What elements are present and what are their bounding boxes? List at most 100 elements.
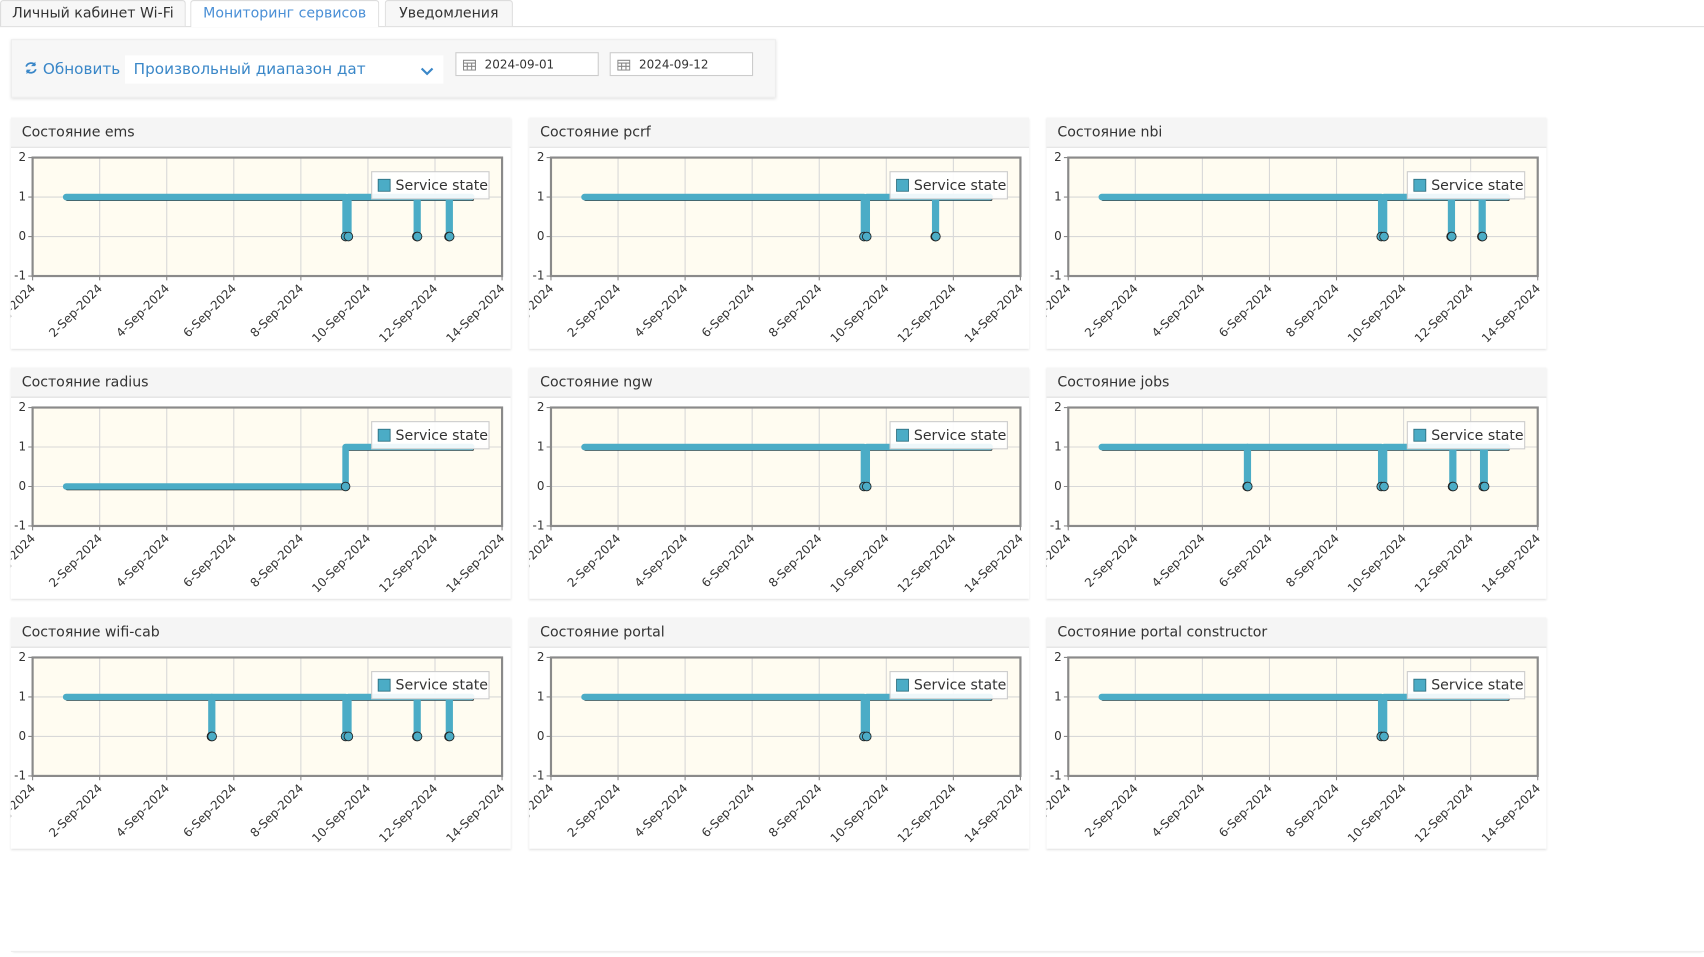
x-tick-label: 31-Aug-2024	[1047, 281, 1074, 346]
x-tick-label: 4-Sep-2024	[1149, 781, 1208, 840]
y-tick-label: 1	[1054, 190, 1062, 204]
point-marker	[412, 731, 423, 742]
chart-title: Состояние wifi-cab	[22, 624, 160, 640]
x-tick-label: 8-Sep-2024	[766, 531, 825, 590]
legend-swatch	[896, 428, 909, 442]
legend-label: Service state	[1431, 178, 1523, 194]
x-tick-label: 31-Aug-2024	[529, 781, 556, 846]
x-tick-label: 8-Sep-2024	[247, 281, 306, 340]
x-tick-label: 12-Sep-2024	[376, 781, 440, 845]
y-tick-label: 0	[1054, 479, 1062, 493]
point-marker	[343, 731, 354, 742]
x-tick-label: 4-Sep-2024	[1149, 281, 1208, 340]
x-tick-label: 6-Sep-2024	[1216, 281, 1275, 340]
point-marker	[1379, 731, 1389, 742]
legend-box	[889, 421, 1008, 450]
panel-header	[529, 617, 1030, 647]
legend-box	[1406, 421, 1526, 450]
x-tick-label: 2-Sep-2024	[46, 281, 105, 340]
x-tick-label: 6-Sep-2024	[180, 531, 239, 590]
y-tick-label: 0	[18, 729, 26, 743]
date-from[interactable]: 2024-09-01	[455, 52, 599, 77]
y-tick-label: -1	[1050, 269, 1062, 283]
chart-panel: Состояние portal constructor -1 0 1 2 31-Aug-…	[1046, 617, 1547, 849]
x-tick-label: 12-Sep-2024	[895, 531, 959, 595]
x-tick-label: 2-Sep-2024	[1082, 281, 1141, 340]
plot-border	[549, 406, 1022, 528]
legend-label: Service state	[396, 178, 488, 194]
panel-header	[1046, 367, 1547, 397]
x-tick-label: 10-Sep-2024	[309, 531, 373, 595]
x-tick-label: 2-Sep-2024	[1082, 781, 1141, 840]
plot-border	[549, 656, 1022, 778]
point-marker	[444, 731, 455, 742]
x-tick-label: 31-Aug-2024	[529, 531, 556, 596]
y-tick-label: 1	[1054, 440, 1062, 454]
x-tick-label: 6-Sep-2024	[180, 781, 239, 840]
point-marker	[1477, 231, 1488, 242]
tab-bar: Личный кабинет Wi-Fi Мониторинг сервисов…	[0, 0, 1704, 28]
chart-title: Состояние nbi	[1057, 125, 1162, 141]
chart-title: Состояние pcrf	[540, 125, 652, 141]
legend-swatch	[896, 178, 909, 192]
toolbar: Обновить Произвольный диапазон дат 2024-…	[10, 39, 776, 98]
legend-label: Service state	[396, 428, 488, 444]
chart-panel: Состояние portal -1 0 1 2 31-Aug-2024 2-Sep-20…	[529, 617, 1030, 849]
chart-panel: Состояние nbi -1 0 1 2 31-Aug-2024 2-Sep-2024 4…	[1046, 117, 1547, 349]
y-tick-label: 2	[1054, 650, 1062, 664]
chart-title: Состояние jobs	[1057, 375, 1169, 391]
x-tick-label: 14-Sep-2024	[1479, 781, 1543, 845]
legend-swatch	[896, 678, 909, 692]
y-tick-label: -1	[1050, 518, 1062, 532]
panel-header	[10, 367, 511, 397]
x-tick-label: 4-Sep-2024	[1149, 531, 1208, 590]
x-tick-label: 4-Sep-2024	[632, 781, 691, 840]
legend-box	[1406, 171, 1526, 200]
date-to[interactable]: 2024-09-12	[609, 52, 754, 77]
legend-swatch	[377, 678, 391, 692]
x-tick-label: 2-Sep-2024	[46, 531, 105, 590]
y-tick-label: 1	[18, 689, 26, 703]
chart-title: Состояние portal constructor	[1057, 624, 1267, 640]
y-tick-label: -1	[533, 269, 545, 283]
x-tick-label: 12-Sep-2024	[895, 781, 959, 845]
calendar-icon	[462, 59, 476, 71]
legend-swatch	[377, 428, 391, 442]
refresh-label: Обновить	[42, 60, 121, 79]
refresh-button[interactable]: Обновить	[24, 55, 120, 83]
plot-border	[1067, 406, 1539, 528]
tab[interactable]: Уведомления	[384, 0, 513, 27]
x-tick-label: 14-Sep-2024	[962, 531, 1026, 595]
point-marker	[1379, 481, 1389, 492]
chart-panel: Состояние pcrf -1 0 1 2 31-Aug-2024 2-Sep-2024…	[529, 117, 1030, 349]
x-tick-label: 6-Sep-2024	[699, 531, 758, 590]
chart-title: Состояние radius	[22, 375, 149, 391]
plot-border	[1067, 156, 1539, 278]
y-tick-label: 0	[537, 229, 545, 243]
range-select[interactable]: Произвольный диапазон дат	[124, 55, 444, 84]
x-tick-label: 10-Sep-2024	[828, 281, 892, 345]
legend-swatch	[1413, 678, 1427, 692]
x-tick-label: 14-Sep-2024	[1479, 531, 1543, 595]
tab[interactable]: Личный кабинет Wi-Fi	[0, 0, 186, 27]
point-marker	[861, 731, 872, 742]
x-tick-label: 31-Aug-2024	[11, 531, 38, 596]
calendar-icon	[617, 59, 631, 71]
range-label: Произвольный диапазон дат	[133, 60, 366, 79]
x-tick-label: 6-Sep-2024	[1216, 781, 1275, 840]
x-tick-label: 10-Sep-2024	[828, 781, 892, 845]
refresh-icon	[25, 61, 37, 75]
legend-label: Service state	[914, 428, 1006, 444]
tab-active[interactable]: Мониторинг сервисов	[190, 0, 380, 28]
point-marker	[1379, 231, 1389, 242]
x-tick-label: 2-Sep-2024	[565, 281, 624, 340]
panel-header	[1046, 117, 1547, 147]
x-tick-label: 6-Sep-2024	[1216, 531, 1275, 590]
legend-box	[371, 171, 490, 200]
chart-panel: Состояние wifi-cab -1 0 1 2 31-Aug-2024 2-Sep-…	[10, 617, 511, 849]
date-from-text: 2024-09-01	[484, 57, 555, 72]
point-marker	[1448, 481, 1458, 492]
y-tick-label: 2	[1054, 400, 1062, 414]
